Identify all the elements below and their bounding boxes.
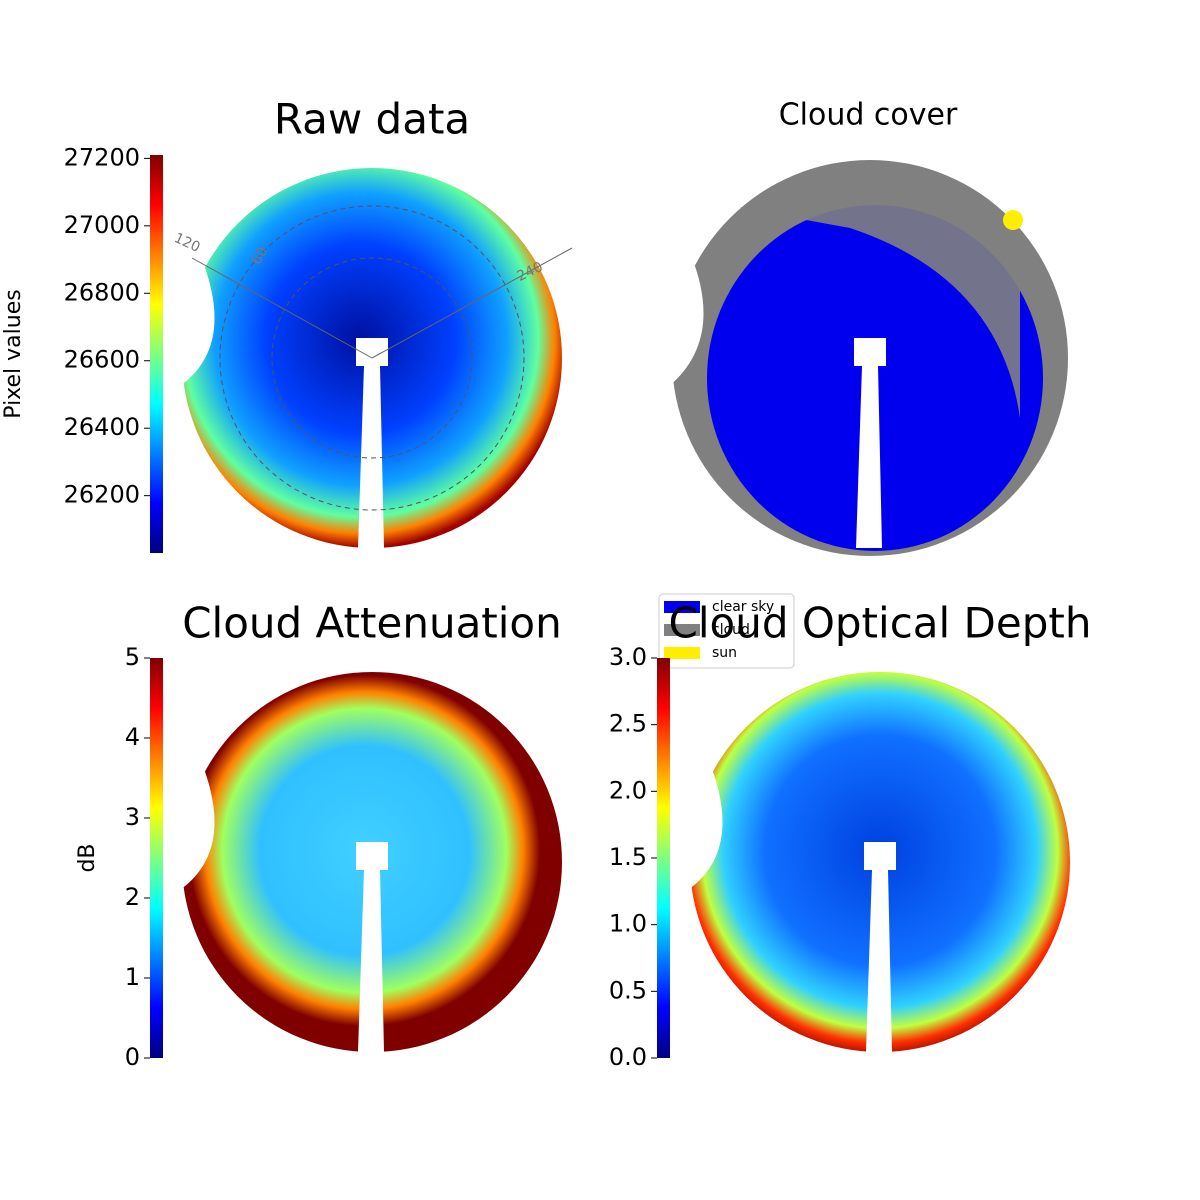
- colorbar-tick-label: 26800: [64, 278, 140, 306]
- polar-label: 60: [249, 244, 272, 267]
- colorbar-tick-label: 3: [125, 803, 140, 831]
- legend-label: clear sky: [712, 599, 774, 615]
- panel-title: Raw data: [274, 95, 470, 144]
- panel: 0 1 2 3 4 5 dB Cloud Attenuation: [75, 599, 562, 1071]
- legend-label: cloud: [712, 622, 750, 638]
- colorbar: [150, 658, 163, 1058]
- legend-swatch: [664, 624, 700, 636]
- horizon-gap: [177, 208, 215, 388]
- panel: Cloud cover: [667, 98, 1068, 556]
- colorbar-tick-label: 2.0: [609, 776, 647, 804]
- panel-title: Cloud Attenuation: [182, 599, 562, 648]
- mask: [864, 842, 896, 1052]
- colorbar: [150, 155, 163, 553]
- horizon-gap: [667, 208, 704, 388]
- sun: [1003, 210, 1023, 230]
- colorbar-tick-label: 27000: [64, 211, 140, 239]
- colorbar-tick-label: 3.0: [609, 643, 647, 671]
- legend-swatch: [664, 601, 700, 613]
- colorbar-tick-label: 2: [125, 883, 140, 911]
- colorbar-tick-label: 1.0: [609, 910, 647, 938]
- mask: [356, 338, 388, 548]
- panel: 26200 26400 26600 26800 27000 27200 Pixel valu…: [1, 95, 573, 553]
- legend-swatch: [664, 647, 700, 659]
- panel: 0.0 0.5 1.0 1.5 2.0 2.5 3.0 Cloud Optical Depth: [609, 599, 1092, 1072]
- colorbar-tick-label: 26200: [64, 481, 140, 509]
- colorbar-tick-label: 1.5: [609, 843, 647, 871]
- colorbar-tick-label: 0: [125, 1043, 140, 1071]
- polar-ring: [219, 205, 525, 511]
- colorbar-tick-label: 26400: [64, 413, 140, 441]
- legend: clear sky cloud sun: [658, 593, 795, 669]
- polar-spoke: [371, 247, 573, 359]
- horizon-gap: [177, 712, 215, 892]
- colorbar-tick-label: 0.0: [609, 1043, 647, 1071]
- colorbar-tick-label: 2.5: [609, 710, 647, 738]
- mask: [356, 842, 388, 1052]
- colorbar-tick-label: 4: [125, 723, 140, 751]
- colorbar-tick-label: 26600: [64, 346, 140, 374]
- legend-label: sun: [712, 645, 737, 661]
- colorbar-tick-label: 5: [125, 643, 140, 671]
- colorbar-tick-label: 27200: [64, 143, 140, 171]
- colorbar-tick-label: 0.5: [609, 976, 647, 1004]
- colorbar-label: dB: [75, 843, 100, 872]
- cloud-band: [740, 179, 1020, 418]
- panel-title: Cloud cover: [779, 98, 958, 133]
- colorbar-label: Pixel values: [1, 289, 26, 418]
- polar-ring: [271, 257, 473, 459]
- colorbar-tick-label: 1: [125, 963, 140, 991]
- colorbar: [657, 658, 670, 1058]
- panel-title: Cloud Optical Depth: [669, 599, 1092, 648]
- horizon-gap: [685, 712, 723, 892]
- mask: [854, 338, 886, 548]
- polar-spoke: [191, 257, 373, 359]
